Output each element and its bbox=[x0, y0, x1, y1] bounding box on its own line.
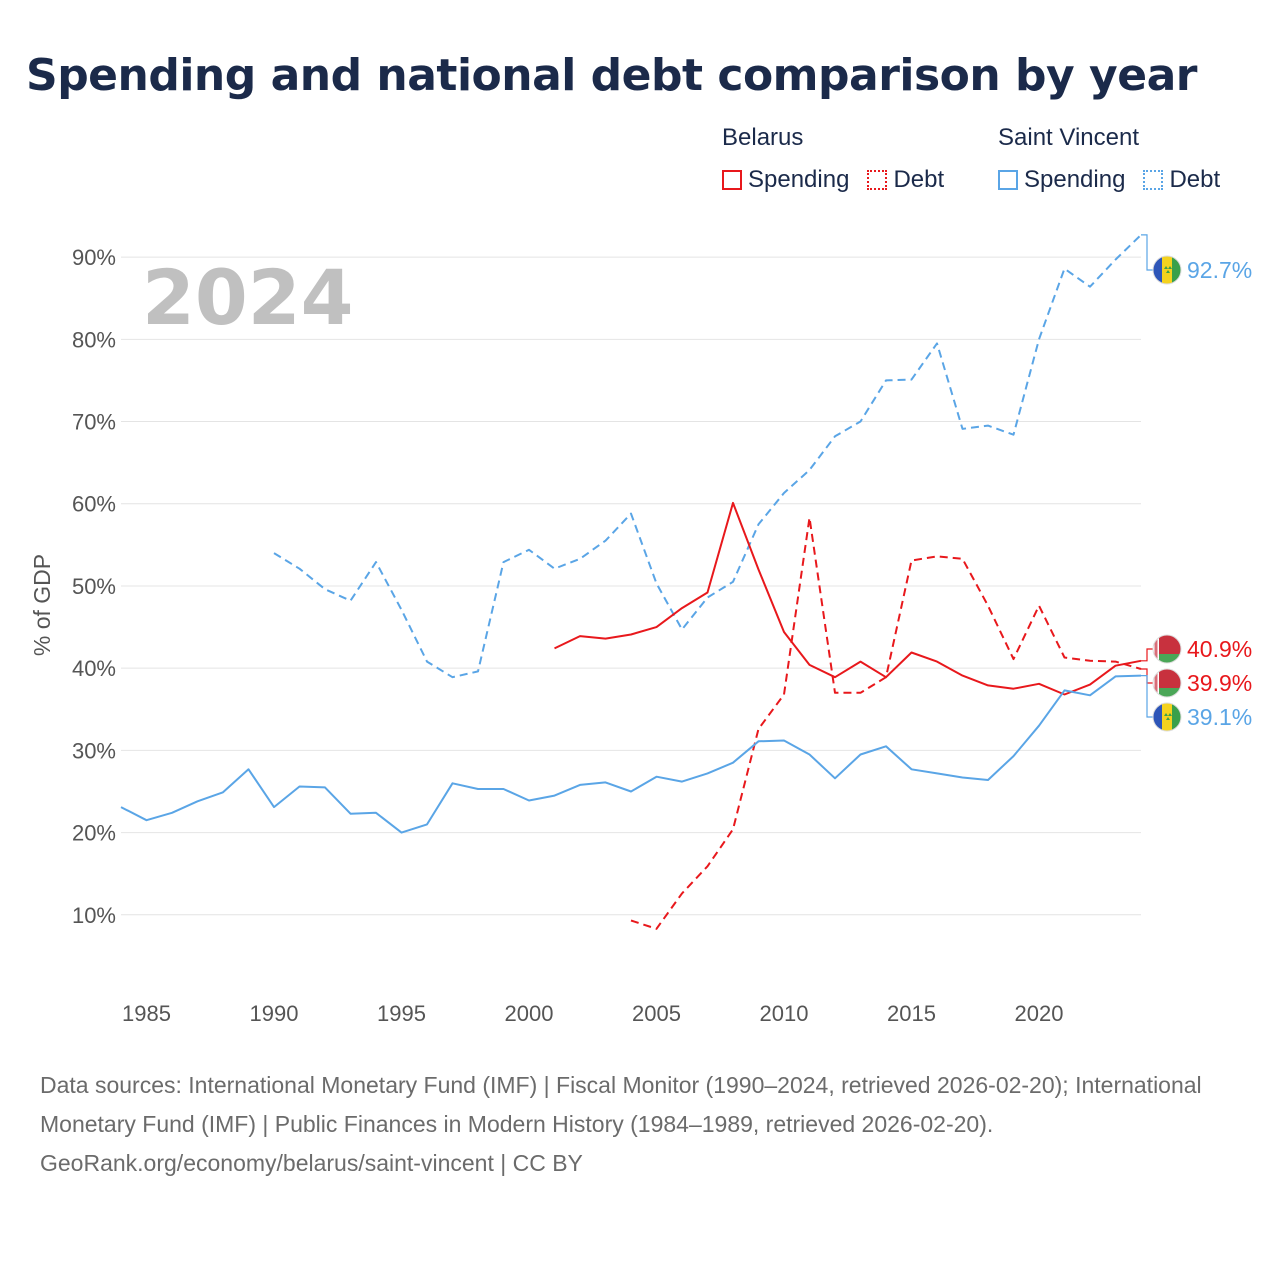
legend-swatch-dotted bbox=[1143, 170, 1164, 190]
y-tick-label: 20% bbox=[72, 821, 116, 846]
legend-group-name: Belarus bbox=[722, 124, 804, 151]
legend-item-saint-vincent-debt[interactable]: Debt bbox=[1143, 166, 1220, 194]
series-line-saint-vincent-debt[interactable] bbox=[273, 234, 1142, 679]
saint-vincent-flag-icon bbox=[1152, 255, 1182, 285]
legend-item-label: Spending bbox=[748, 166, 850, 193]
legend-item-belarus-debt[interactable]: Debt bbox=[867, 166, 944, 194]
y-tick-label: 10% bbox=[72, 903, 116, 928]
y-tick-label: 90% bbox=[72, 245, 116, 270]
end-value-label: 39.9% bbox=[1187, 670, 1252, 696]
end-label-connector bbox=[1141, 234, 1153, 271]
chart-title: Spending and national debt comparison by… bbox=[26, 50, 1197, 101]
belarus-flag-icon bbox=[1152, 634, 1182, 664]
legend-item-label: Spending bbox=[1024, 166, 1126, 193]
legend-group-belarus: Belarus Spending Debt bbox=[722, 124, 944, 194]
y-tick-label: 80% bbox=[72, 327, 116, 352]
x-tick-label: 2020 bbox=[1015, 1001, 1064, 1026]
series-layer bbox=[120, 234, 1142, 930]
x-tick-label: 2005 bbox=[632, 1001, 681, 1026]
y-tick-label: 70% bbox=[72, 410, 116, 435]
end-value-label: 39.1% bbox=[1187, 704, 1252, 730]
series-line-saint-vincent-spending[interactable] bbox=[120, 674, 1142, 834]
x-axis: 1985 1990 1995 2000 2005 2010 2015 2020 bbox=[122, 1001, 1063, 1026]
year-label: 2024 bbox=[142, 253, 354, 342]
credit-link[interactable]: GeoRank.org/economy/belarus/saint-vincen… bbox=[40, 1150, 583, 1176]
end-labels: 92.7% 40.9% 39.9% 39.1% bbox=[1141, 234, 1252, 732]
end-label-connector bbox=[1141, 648, 1153, 662]
y-axis: 10% 20% 30% 40% 50% 60% 70% 80% 90% bbox=[72, 245, 116, 928]
legend-group-saint-vincent: Saint Vincent Spending Debt bbox=[998, 124, 1220, 194]
data-sources: Data sources: International Monetary Fun… bbox=[40, 1072, 1202, 1137]
legend-swatch-dotted bbox=[867, 170, 888, 190]
y-tick-label: 50% bbox=[72, 574, 116, 599]
legend-item-label: Debt bbox=[1169, 166, 1221, 193]
x-tick-label: 1995 bbox=[377, 1001, 426, 1026]
legend-swatch-solid bbox=[722, 170, 742, 190]
end-value-label: 92.7% bbox=[1187, 257, 1252, 283]
end-label-connector bbox=[1141, 674, 1153, 718]
y-tick-label: 30% bbox=[72, 738, 116, 763]
legend-item-belarus-spending[interactable]: Spending bbox=[722, 166, 849, 194]
legend-group-name: Saint Vincent bbox=[998, 124, 1139, 151]
legend-swatch-solid bbox=[998, 170, 1018, 190]
y-tick-label: 40% bbox=[72, 656, 116, 681]
x-tick-label: 1990 bbox=[250, 1001, 299, 1026]
x-tick-label: 1985 bbox=[122, 1001, 171, 1026]
legend-item-label: Debt bbox=[893, 166, 945, 193]
x-tick-label: 2010 bbox=[760, 1001, 809, 1026]
x-tick-label: 2015 bbox=[887, 1001, 936, 1026]
gridlines bbox=[121, 256, 1141, 916]
belarus-flag-icon bbox=[1152, 668, 1182, 698]
y-tick-label: 60% bbox=[72, 492, 116, 517]
series-line-belarus-spending[interactable] bbox=[554, 501, 1142, 696]
saint-vincent-flag-icon bbox=[1152, 702, 1182, 732]
series-line-belarus-debt[interactable] bbox=[630, 516, 1142, 930]
y-axis-title: % of GDP bbox=[29, 554, 55, 656]
end-value-label: 40.9% bbox=[1187, 636, 1252, 662]
legend-item-saint-vincent-spending[interactable]: Spending bbox=[998, 166, 1125, 194]
x-tick-label: 2000 bbox=[505, 1001, 554, 1026]
footer: Data sources: International Monetary Fun… bbox=[40, 1066, 1240, 1183]
